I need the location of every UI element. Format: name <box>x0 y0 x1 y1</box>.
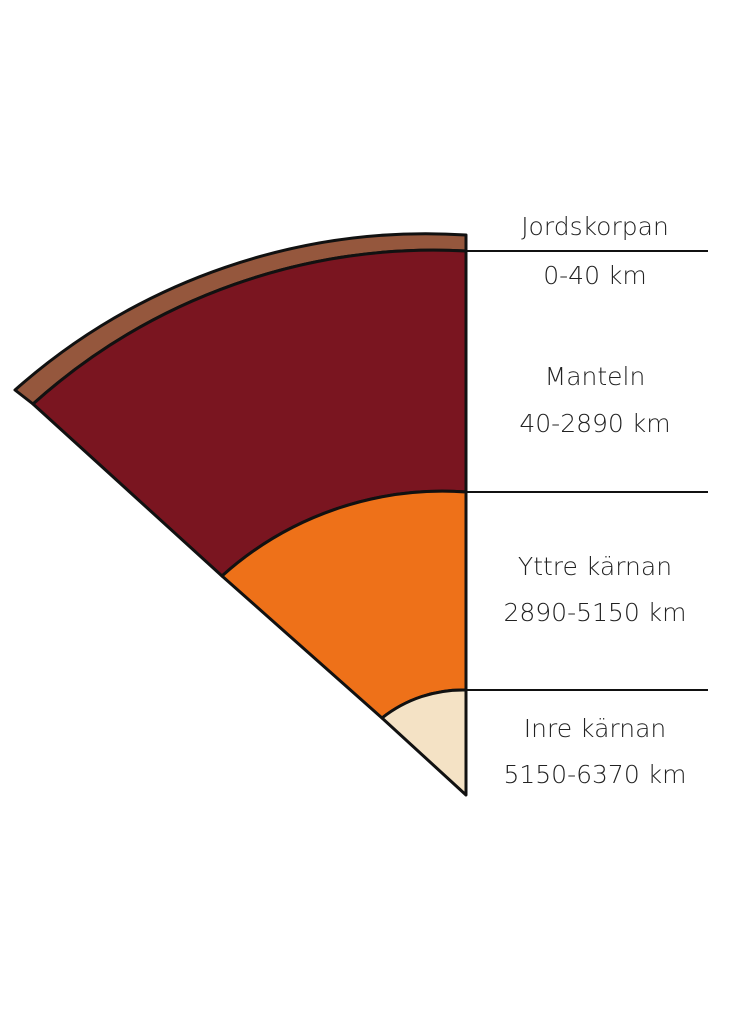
layer-depth: 0-40 km <box>543 261 647 290</box>
layer-depth: 40-2890 km <box>519 409 670 438</box>
layer-name: Manteln <box>545 362 646 391</box>
layer-name: Jordskorpan <box>521 212 669 241</box>
layer-depth: 5150-6370 km <box>503 760 686 789</box>
inner-core-shape <box>380 688 468 797</box>
layer-depth: 2890-5150 km <box>503 598 686 627</box>
layer-name: Inre kärnan <box>524 714 666 743</box>
layer-name: Yttre kärnan <box>518 552 672 581</box>
